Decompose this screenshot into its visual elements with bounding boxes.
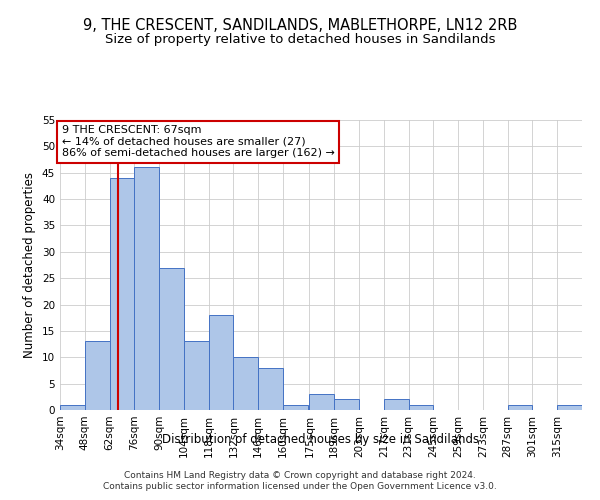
Bar [209, 315, 233, 410]
Text: Contains HM Land Registry data © Crown copyright and database right 2024.: Contains HM Land Registry data © Crown c… [124, 470, 476, 480]
Text: Distribution of detached houses by size in Sandilands: Distribution of detached houses by size … [163, 432, 479, 446]
Bar [184, 342, 209, 410]
Bar [384, 400, 409, 410]
Text: Contains public sector information licensed under the Open Government Licence v3: Contains public sector information licen… [103, 482, 497, 491]
Bar [134, 168, 159, 410]
Bar [159, 268, 184, 410]
Bar [110, 178, 134, 410]
Bar [409, 404, 433, 410]
Bar [508, 404, 532, 410]
Bar [334, 400, 359, 410]
Bar [85, 342, 110, 410]
Text: Size of property relative to detached houses in Sandilands: Size of property relative to detached ho… [105, 32, 495, 46]
Bar [258, 368, 283, 410]
Bar [233, 358, 258, 410]
Bar [283, 404, 308, 410]
Bar [60, 404, 85, 410]
Y-axis label: Number of detached properties: Number of detached properties [23, 172, 37, 358]
Bar [557, 404, 582, 410]
Text: 9 THE CRESCENT: 67sqm
← 14% of detached houses are smaller (27)
86% of semi-deta: 9 THE CRESCENT: 67sqm ← 14% of detached … [62, 126, 335, 158]
Bar [310, 394, 334, 410]
Text: 9, THE CRESCENT, SANDILANDS, MABLETHORPE, LN12 2RB: 9, THE CRESCENT, SANDILANDS, MABLETHORPE… [83, 18, 517, 32]
